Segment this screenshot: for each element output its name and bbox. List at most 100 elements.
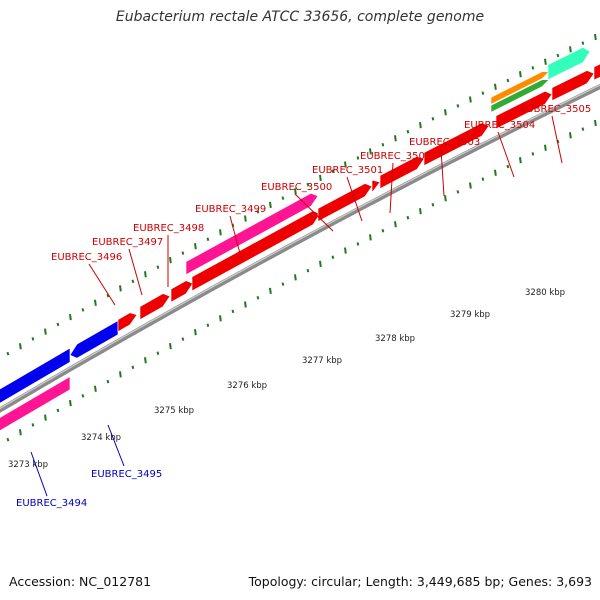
kbp-label: 3279 kbp (450, 310, 490, 320)
outer-tick-mark (494, 83, 497, 90)
outer-tick-mark (69, 313, 72, 321)
outer-tick-mark (356, 156, 360, 160)
inner-tick-mark (394, 221, 397, 228)
kbp-label: 3277 kbp (302, 356, 342, 366)
outer-tick-mark (281, 196, 285, 200)
outer-tick-mark (531, 66, 535, 70)
gene-label-eubrec-3500: EUBREC_3500 (261, 182, 332, 193)
inner-tick-mark (431, 202, 435, 207)
feature-band-aqua (547, 47, 591, 81)
outer-tick-mark (519, 71, 522, 78)
outer-tick-mark (19, 343, 22, 350)
gene-arrow-eubrec-3494 (0, 376, 71, 431)
outer-tick-mark (569, 46, 572, 53)
kbp-label: 3274 kbp (81, 433, 121, 443)
inner-tick-mark (369, 234, 372, 241)
gene-leader-line (88, 263, 116, 306)
inner-tick-mark (181, 337, 185, 341)
outer-tick-mark (469, 96, 472, 103)
feature-band-orange (490, 71, 550, 105)
inner-tick-mark (544, 144, 547, 151)
gene-label-eubrec-3503: EUBREC_3503 (409, 137, 480, 148)
gene-label-eubrec-3497: EUBREC_3497 (92, 237, 163, 248)
outer-tick-mark (56, 322, 60, 327)
inner-tick-mark (194, 329, 197, 336)
gene-leader-line (346, 176, 363, 222)
inner-tick-mark (256, 295, 260, 300)
gene-arrow-eubrec-3503 (423, 122, 490, 167)
inner-tick-mark (81, 394, 85, 398)
gene-label-eubrec-3494: EUBREC_3494 (16, 498, 87, 509)
outer-tick-mark (119, 285, 122, 292)
inner-tick-mark (94, 385, 97, 392)
inner-tick-mark (481, 177, 485, 181)
outer-tick-mark (544, 58, 547, 65)
kbp-label: 3276 kbp (227, 381, 267, 391)
inner-tick-mark (169, 343, 172, 350)
inner-tick-mark (344, 247, 347, 254)
outer-tick-mark (194, 243, 197, 250)
inner-tick-mark (419, 208, 422, 215)
outer-tick-mark (481, 91, 485, 95)
inner-tick-mark (131, 365, 135, 370)
inner-tick-mark (356, 242, 360, 246)
outer-tick-mark (106, 293, 110, 298)
outer-tick-mark (6, 351, 10, 356)
inner-tick-mark (119, 371, 122, 378)
outer-tick-mark (31, 337, 35, 341)
gene-label-eubrec-3504: EUBREC_3504 (464, 120, 535, 131)
inner-tick-mark (219, 315, 222, 322)
gene-arrow-eubrec-3496 (117, 312, 138, 333)
inner-tick-mark (531, 152, 535, 156)
genome-backbone (0, 83, 600, 413)
inner-tick-mark (31, 423, 35, 427)
inner-tick-mark (581, 127, 585, 131)
inner-tick-mark (519, 157, 522, 164)
inner-tick-mark (469, 182, 472, 189)
outer-tick-mark (44, 328, 47, 335)
outer-tick-mark (94, 299, 97, 306)
outer-tick-mark (456, 104, 460, 108)
outer-tick-mark (206, 237, 210, 241)
outer-tick-mark (169, 257, 172, 264)
outer-tick-mark (344, 161, 347, 168)
kbp-label: 3278 kbp (375, 334, 415, 344)
gene-leader-line (30, 451, 48, 497)
outer-tick-mark (219, 229, 222, 236)
inner-tick-mark (319, 260, 322, 268)
gene-leader-line (440, 148, 445, 197)
inner-tick-mark (381, 229, 385, 233)
gene-arrow-eubrec-3504 (495, 90, 553, 130)
outer-tick-mark (506, 78, 510, 83)
gene-arrow-eubrec-3499 (185, 192, 319, 276)
gene-label-eubrec-3495: EUBREC_3495 (91, 469, 162, 480)
gene-label-eubrec-3502: EUBREC_3502 (360, 151, 431, 162)
gene-arrow-eubrec-3498-b (191, 210, 321, 292)
gene-arrow-eubrec-3502 (379, 155, 425, 190)
outer-tick-mark (556, 53, 560, 58)
inner-tick-mark (56, 408, 60, 413)
inner-tick-mark (494, 169, 497, 176)
outer-tick-mark (81, 308, 85, 312)
inner-tick-mark (281, 282, 285, 286)
inner-tick-mark (456, 190, 460, 194)
gene-leader-line (389, 162, 394, 214)
outer-tick-mark (269, 201, 272, 209)
inner-tick-mark (69, 399, 72, 407)
inner-tick-mark (231, 309, 235, 314)
outer-tick-mark (419, 122, 422, 129)
outer-tick-mark (156, 265, 160, 269)
kbp-label: 3273 kbp (8, 460, 48, 470)
inner-tick-mark (306, 268, 310, 273)
kbp-label: 3275 kbp (154, 406, 194, 416)
inner-tick-mark (44, 414, 47, 421)
inner-tick-mark (406, 215, 410, 220)
outer-tick-mark (406, 129, 410, 134)
outer-tick-mark (319, 174, 322, 182)
outer-tick-mark (581, 41, 585, 45)
gene-label-eubrec-3499: EUBREC_3499 (195, 204, 266, 215)
outer-tick-mark (381, 143, 385, 147)
genome-backbone-highlight (0, 84, 600, 410)
outer-tick-mark (244, 215, 247, 222)
